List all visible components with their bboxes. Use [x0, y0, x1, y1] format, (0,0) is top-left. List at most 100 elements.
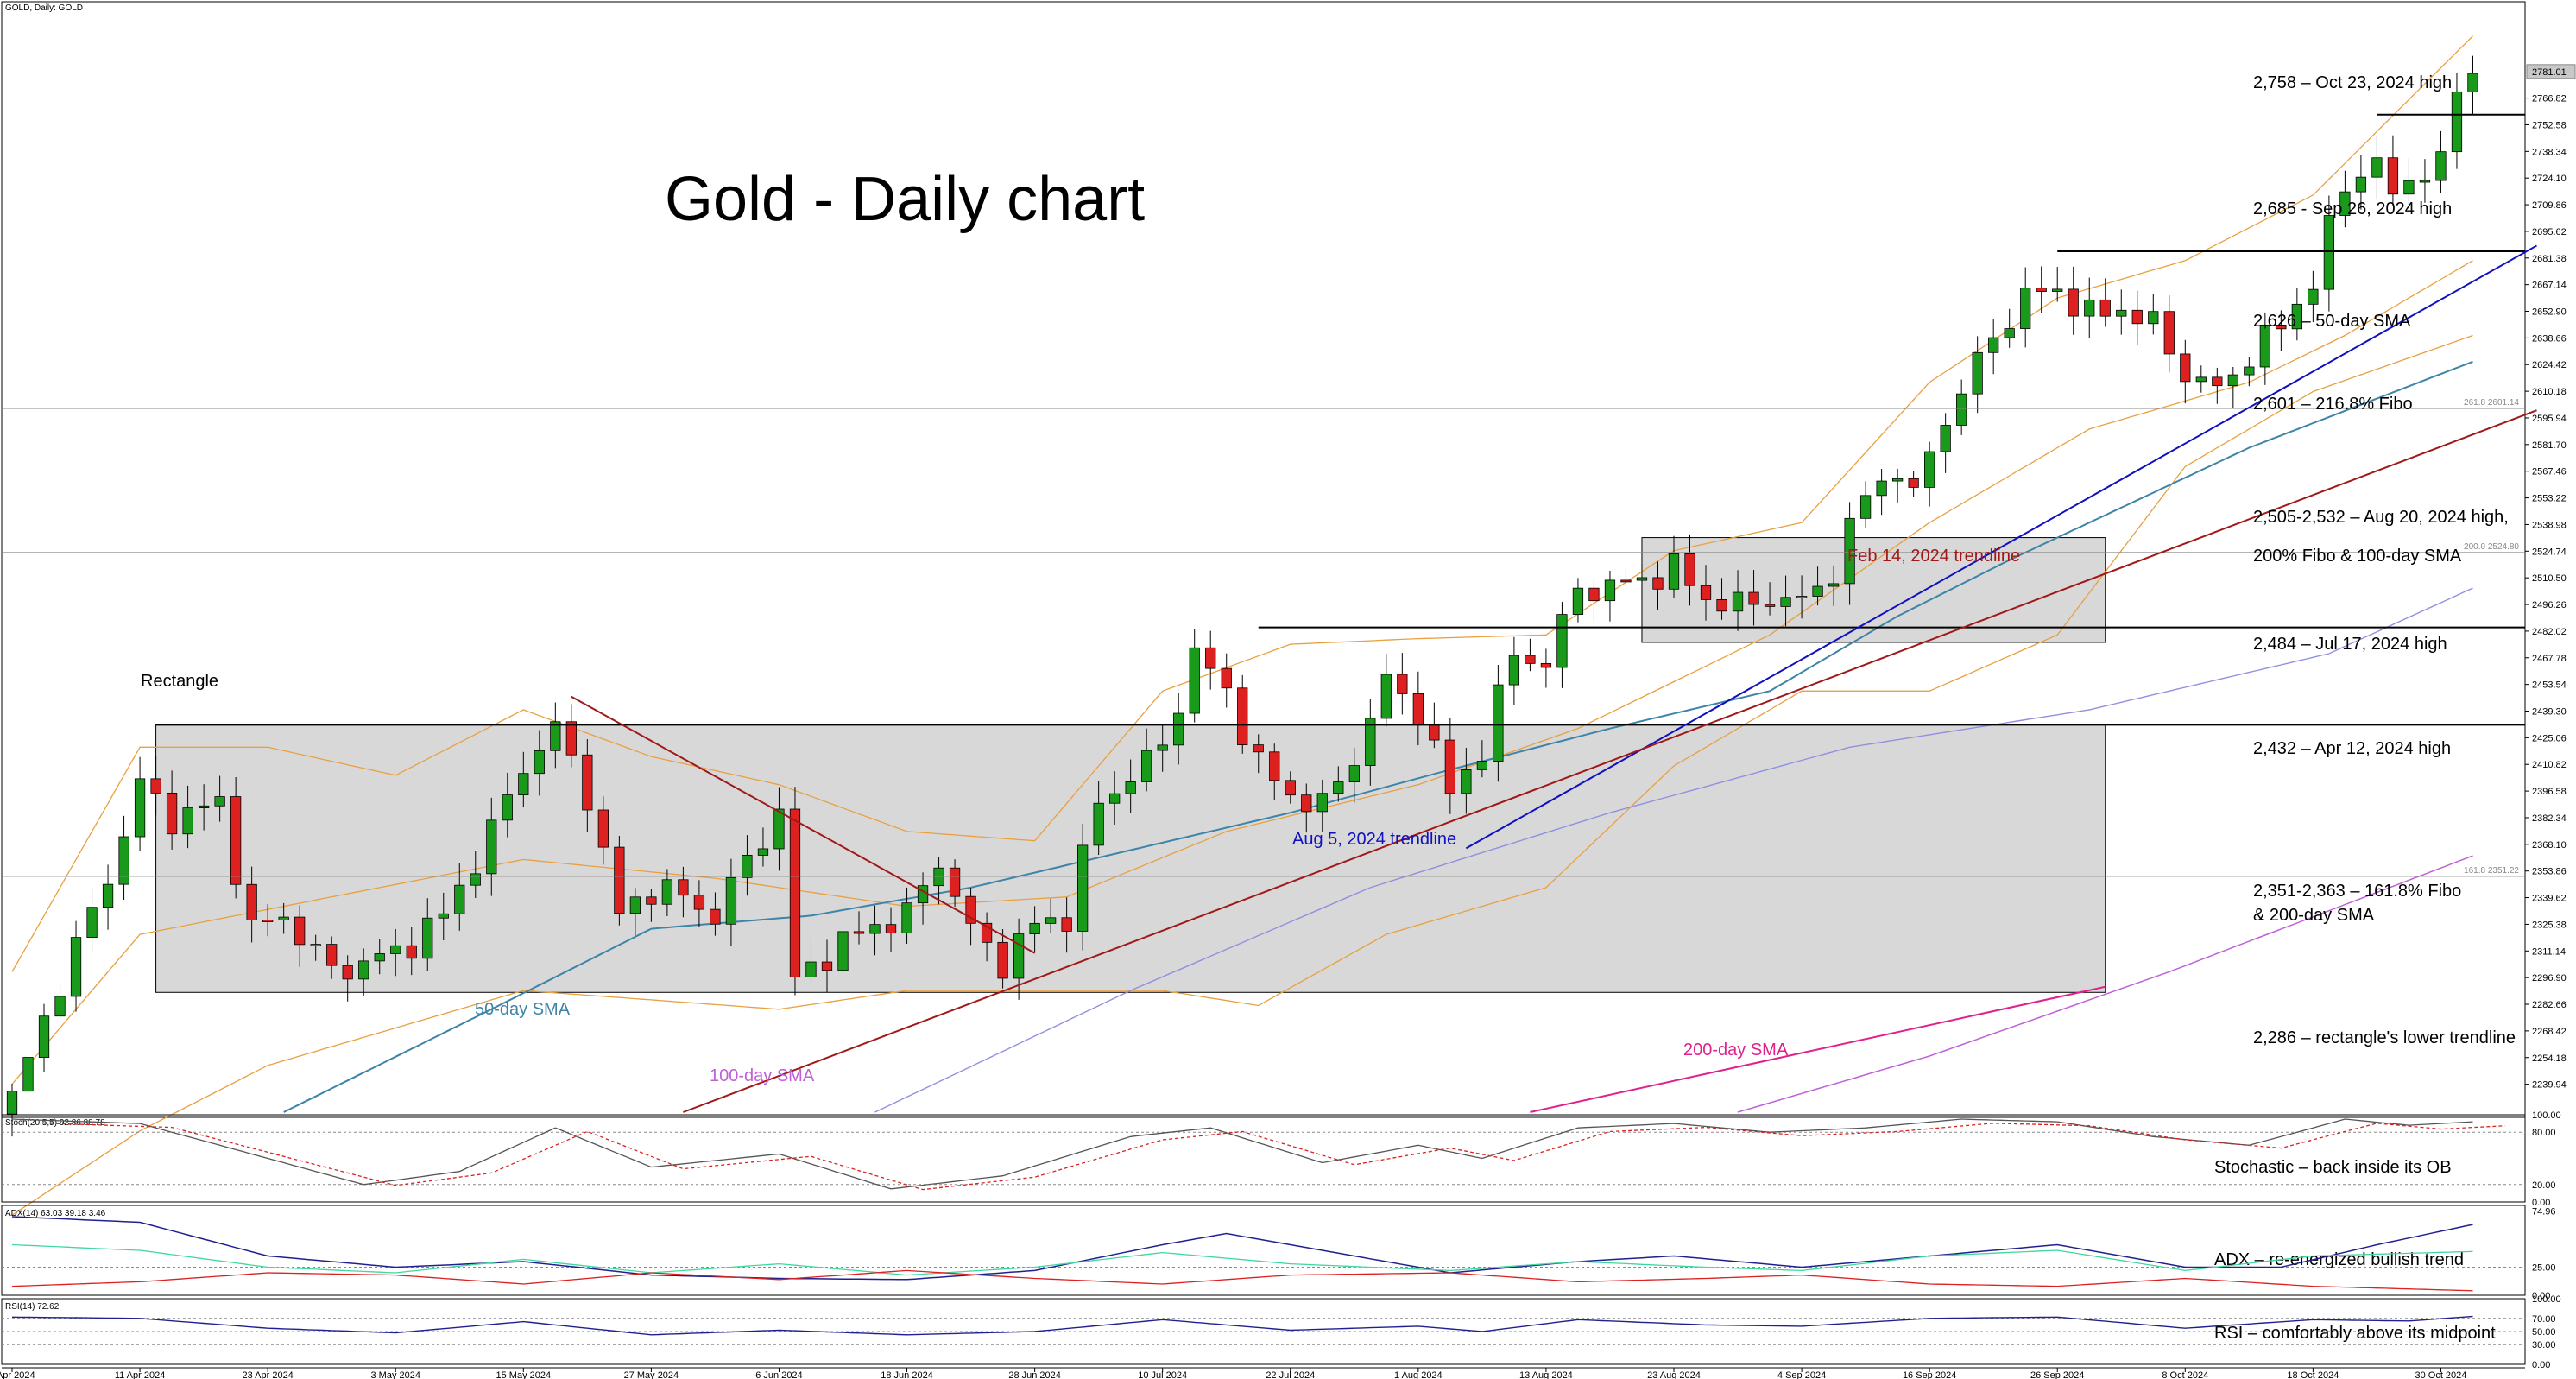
date-tick-label: 23 Apr 2024 [242, 1370, 293, 1379]
candle-body [1668, 553, 1680, 590]
candle-body [214, 796, 225, 807]
price-tick-label: 2467.78 [2532, 654, 2567, 664]
candle-body [1684, 553, 1695, 586]
stochastic-tick-label: 20.00 [2532, 1180, 2556, 1191]
annotation-sma100: 100-day SMA [710, 1066, 815, 1085]
candle-body [6, 1091, 18, 1115]
level-label: 2,505-2,532 – Aug 20, 2024 high, [2253, 508, 2509, 527]
candle-body [1205, 647, 1216, 669]
price-tick-label: 2282.66 [2532, 1000, 2567, 1010]
candle-body [390, 945, 401, 954]
candle-body [1173, 712, 1184, 746]
price-tick-label: 2752.58 [2532, 120, 2567, 130]
level-label: 2,351-2,363 – 161.8% Fibo [2253, 882, 2461, 901]
stochastic-tick-label: 0.00 [2532, 1198, 2550, 1208]
candle-body [198, 805, 210, 809]
candle-body [342, 965, 353, 980]
candle-body [2371, 157, 2383, 178]
candle-body [374, 953, 385, 962]
candle-body [1700, 585, 1712, 600]
candle-body [1429, 724, 1440, 741]
candle-body [1988, 337, 1999, 353]
candle-body [1891, 478, 1904, 482]
candle-body [1189, 647, 1200, 714]
candle-body [1764, 604, 1776, 607]
candle-body [933, 867, 944, 887]
candle-body [38, 1015, 50, 1058]
candle-body [869, 924, 881, 934]
candle-body [710, 908, 721, 925]
candle-body [661, 879, 673, 905]
candle-body [2259, 325, 2270, 368]
price-tick-label: 2325.38 [2532, 920, 2567, 930]
candle-body [821, 961, 833, 971]
candle-body [789, 808, 801, 977]
candle-body [70, 937, 82, 997]
level-label: 2,484 – Jul 17, 2024 high [2253, 635, 2447, 654]
date-tick-label: 16 Sep 2024 [1903, 1370, 1956, 1379]
candle-body [773, 808, 785, 850]
candle-body [2131, 309, 2143, 325]
candle-body [2099, 299, 2111, 317]
candle-body [102, 883, 114, 908]
candle-body [1301, 794, 1312, 813]
annotation-aug-trendline: Aug 5, 2024 trendline [1292, 830, 1456, 849]
candle-body [1237, 687, 1248, 746]
candle-body [965, 895, 976, 924]
candle-body [182, 807, 193, 835]
candle-body [1412, 693, 1424, 726]
adx-label: ADX(14) 63.03 39.18 3.46 [5, 1209, 106, 1218]
rsi-line [11, 1315, 2473, 1336]
candle-body [1077, 844, 1089, 932]
adx-line [11, 1216, 2473, 1281]
candle-body [1908, 478, 1919, 488]
candle-body [1636, 577, 1648, 581]
level-label: 2,286 – rectangle's lower trendline [2253, 1028, 2516, 1047]
price-tick-label: 2553.22 [2532, 494, 2567, 504]
sma50-line [283, 360, 2473, 1113]
candle-body [1093, 802, 1104, 846]
candle-body [1604, 579, 1616, 602]
price-tick-label: 2425.06 [2532, 733, 2567, 743]
date-tick-label: 6 Jun 2024 [755, 1370, 802, 1379]
candle-body [1476, 761, 1488, 770]
date-tick-label: 23 Aug 2024 [1647, 1370, 1701, 1379]
price-tick-label: 2738.34 [2532, 147, 2567, 157]
candle-body [2276, 325, 2287, 330]
price-tick-label: 2667.14 [2532, 281, 2567, 291]
chart-frame [1, 1, 2526, 1118]
price-tick-label: 2766.82 [2532, 94, 2567, 104]
rsi-tick-label: 0.00 [2532, 1360, 2550, 1370]
candle-body [166, 792, 178, 835]
candle-body [1956, 393, 1967, 426]
candle-body [2355, 176, 2367, 193]
candle-body [262, 920, 274, 922]
price-tick-label: 2624.42 [2532, 360, 2567, 370]
candle-body [2403, 180, 2415, 195]
level-label: 2,601 – 216.8% Fibo [2253, 395, 2413, 414]
annotations: 2,758 – Oct 23, 2024 high 2,685 - Sep 26,… [141, 73, 2519, 1085]
candle-body [1780, 597, 1791, 607]
candle-body [1716, 599, 1727, 612]
candle-body [2227, 374, 2238, 387]
levels-and-trendlines [2, 113, 2537, 1113]
candle-body [1972, 351, 1983, 395]
candle-body [2244, 366, 2255, 376]
candle-body [1253, 744, 1264, 753]
stochastic-frame [1, 1114, 2526, 1203]
bollinger-mid-line [11, 260, 2473, 1085]
candle-body [22, 1057, 34, 1092]
candle-body [534, 750, 545, 775]
price-tick-label: 2368.10 [2532, 840, 2567, 851]
candle-body [1461, 769, 1472, 794]
candle-body [422, 917, 433, 959]
level-label: & 200-day SMA [2253, 906, 2375, 925]
fibo-label: 261.8 2601.14 [2464, 398, 2519, 408]
candle-body [997, 941, 1008, 979]
rectangle-zone-1 [1641, 537, 2106, 643]
candle-body [1525, 655, 1536, 664]
price-tick-label: 2311.14 [2532, 946, 2566, 957]
candle-body [1859, 495, 1872, 519]
candle-body [230, 796, 242, 885]
